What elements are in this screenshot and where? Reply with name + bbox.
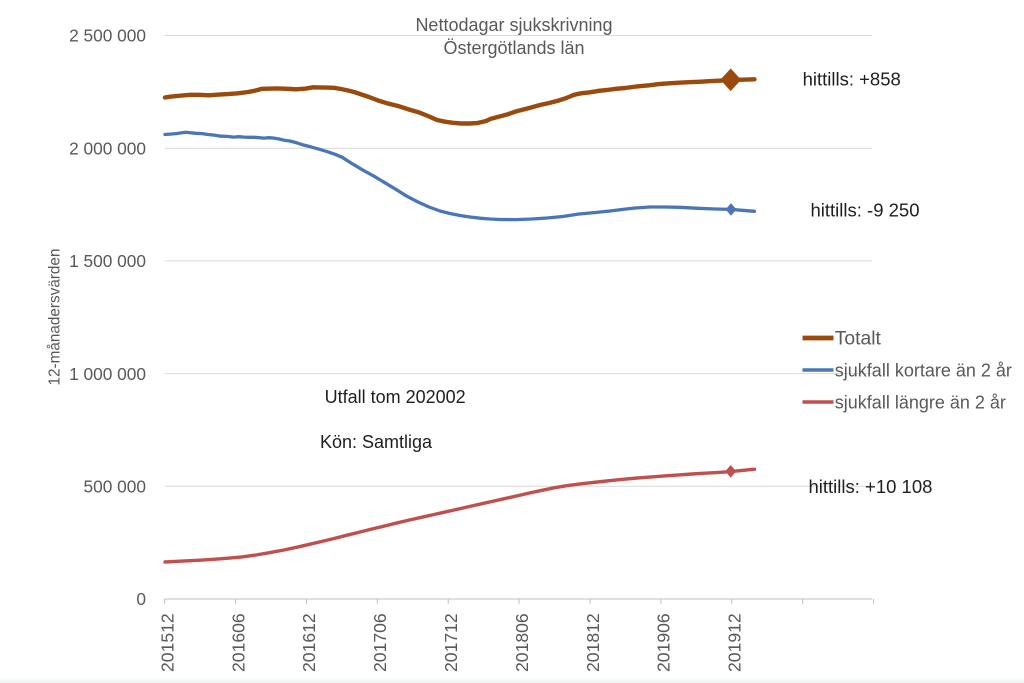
svg-text:12-månadersvärden: 12-månadersvärden (46, 249, 63, 386)
svg-text:sjukfall längre än 2 år: sjukfall längre än 2 år (835, 392, 1006, 412)
svg-text:Utfall tom 202002: Utfall tom 202002 (325, 387, 466, 407)
svg-text:sjukfall kortare än 2 år: sjukfall kortare än 2 år (835, 360, 1012, 380)
svg-text:201912: 201912 (725, 613, 745, 672)
svg-text:2 000 000: 2 000 000 (69, 138, 146, 158)
svg-text:Totalt: Totalt (835, 328, 882, 349)
svg-text:201512: 201512 (157, 613, 177, 672)
svg-text:500 000: 500 000 (84, 477, 146, 497)
svg-text:hittills: +858: hittills: +858 (803, 69, 901, 90)
svg-text:hittills: +10 108: hittills: +10 108 (809, 476, 933, 497)
svg-text:Nettodagar sjukskrivning: Nettodagar sjukskrivning (415, 15, 612, 35)
svg-text:201706: 201706 (370, 613, 390, 672)
svg-text:Östergötlands län: Östergötlands län (443, 38, 584, 58)
svg-text:201812: 201812 (583, 613, 603, 672)
svg-text:1 000 000: 1 000 000 (69, 364, 146, 384)
svg-text:0: 0 (136, 589, 146, 609)
svg-text:1 500 000: 1 500 000 (69, 251, 146, 271)
svg-text:201606: 201606 (228, 613, 248, 672)
svg-text:201806: 201806 (512, 613, 532, 672)
svg-text:2 500 000: 2 500 000 (69, 26, 146, 46)
svg-text:hittills: -9 250: hittills: -9 250 (811, 200, 920, 221)
svg-text:201712: 201712 (441, 613, 461, 672)
svg-text:201612: 201612 (299, 613, 319, 672)
svg-text:Kön: Samtliga: Kön: Samtliga (320, 432, 433, 452)
svg-text:201906: 201906 (654, 613, 674, 672)
